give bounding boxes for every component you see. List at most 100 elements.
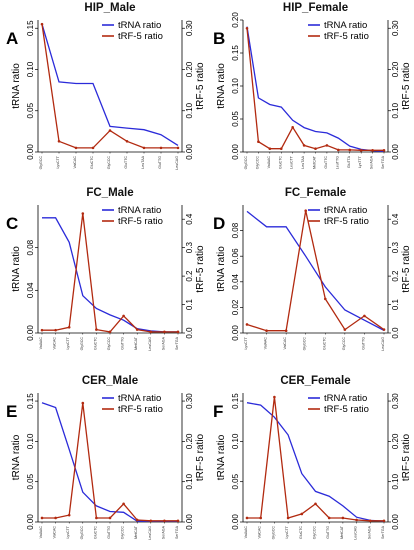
trf5-ratio-point (279, 147, 283, 150)
trf5-ratio-point (300, 512, 304, 516)
category-label: ValAAC (39, 337, 43, 350)
right-tick-label: 0.4 (391, 213, 400, 225)
category-label: ValCAC (73, 156, 77, 169)
left-tick-label: 0.00 (26, 144, 35, 160)
left-tick-label: 0.05 (26, 473, 35, 489)
category-label: GlyGCC (303, 337, 307, 351)
category-label: LysTTT (358, 155, 362, 168)
left-tick-label: 0.10 (26, 433, 35, 449)
trf5-ratio-point (108, 129, 112, 132)
trf5-ratio-point (245, 323, 249, 326)
left-tick-label: 0.15 (26, 393, 35, 409)
trna-ratio-line (42, 217, 178, 333)
right-tick-label: 0.00 (391, 514, 400, 530)
trf5-ratio-point (54, 516, 57, 520)
left-tick-label: 0.05 (231, 111, 240, 127)
left-tick-label: 0.10 (231, 433, 240, 449)
legend-label-trf5: tRF-5 ratio (324, 31, 369, 42)
trf5-ratio-point (149, 330, 153, 334)
trf5-ratio-point (382, 149, 386, 152)
trf5-ratio-point (291, 125, 294, 129)
category-label: LeuCAG (354, 526, 358, 540)
legend-label-trna: tRNA ratio (118, 393, 161, 404)
right-tick-label: 0.20 (391, 61, 400, 77)
trf5-ratio-point (314, 147, 317, 150)
category-label: GlyCCC (342, 337, 346, 351)
category-label: ValAAC (267, 156, 271, 169)
category-label: GluCTC (322, 337, 326, 350)
trf5-ratio-point (265, 329, 268, 333)
category-label: LeuCAG (175, 156, 179, 170)
left-tick-label: 0.02 (231, 299, 240, 315)
right-tick-label: 0.0 (185, 327, 194, 339)
trf5-ratio-point (40, 328, 44, 332)
trf5-ratio-point (159, 146, 163, 150)
left-axis-label: tRNA ratio (11, 434, 22, 480)
panel-letter: F (213, 402, 223, 421)
trf5-ratio-point (163, 519, 166, 523)
left-tick-label: 0.06 (231, 248, 240, 264)
panel-f: F CER_Female 0.00 0.05 0.10 0.15 0.00 0.10 0.20 0… (213, 375, 412, 540)
trf5-ratio-point (122, 502, 125, 506)
category-label: ValAAC (244, 526, 248, 539)
right-axis-label: tRF-5 ratio (195, 62, 206, 110)
category-label: MetCAT (134, 525, 138, 539)
category-label: LeuCTT (290, 155, 294, 169)
trf5-ratio-point (382, 328, 386, 331)
trf5-ratio-line (246, 210, 385, 332)
left-tick-label: 0.00 (231, 144, 240, 160)
trf5-ratio-point (57, 139, 61, 143)
category-label: SerTGA (175, 525, 179, 539)
trf5-ratio-point (40, 516, 44, 520)
trf5-ratio-point (304, 209, 308, 212)
right-tick-label: 0.10 (185, 102, 194, 118)
trf5-ratio-point (284, 329, 288, 333)
trf5-ratio-point (363, 314, 366, 318)
left-tick-label: 0.15 (26, 20, 35, 36)
category-label: ValCAC (53, 337, 57, 350)
right-axis-label: tRF-5 ratio (401, 433, 412, 481)
trf5-ratio-point (302, 144, 306, 147)
trf5-ratio-point (325, 144, 329, 147)
trf5-ratio-point (355, 518, 358, 522)
left-tick-label: 0.15 (231, 45, 240, 61)
trf5-ratio-point (74, 146, 78, 150)
category-label: GluCTC (90, 156, 94, 169)
trf5-ratio-point (257, 140, 260, 143)
left-tick-label: 0.00 (231, 514, 240, 530)
trf5-ratio-point (268, 147, 272, 150)
category-label: GluTTC (124, 156, 128, 169)
left-tick-label: 0.00 (231, 325, 240, 341)
right-tick-label: 0.30 (185, 20, 194, 36)
category-label: GlyGCC (271, 526, 275, 540)
panel-title: FC_Male (86, 187, 133, 199)
right-axis-label: tRF-5 ratio (401, 245, 412, 293)
trf5-ratio-point (343, 328, 347, 331)
right-tick-label: 0.30 (185, 393, 194, 409)
right-tick-label: 0.20 (185, 61, 194, 77)
trf5-ratio-point (91, 146, 95, 150)
legend-label-trf5: tRF-5 ratio (118, 216, 163, 227)
category-label: LeuTAA (141, 155, 145, 168)
panel-title: CER_Male (82, 375, 138, 387)
right-tick-label: 0.2 (391, 270, 400, 282)
panel-c: C FC_Male 0.00 0.04 0.08 0.0 0.1 0.2 0.3 0.4 tRNA … (6, 187, 206, 351)
category-label: LysCTT (66, 525, 70, 538)
category-label: SerTGA (381, 525, 385, 539)
category-label: GlyCCC (313, 526, 317, 540)
category-label: ValAAC (264, 337, 268, 350)
category-label: GlyCCC (107, 337, 111, 351)
legend-label-trf5: tRF-5 ratio (324, 216, 369, 227)
category-label: SerTGA (381, 155, 385, 169)
left-axis-label: tRNA ratio (216, 434, 227, 480)
trf5-ratio-point (108, 516, 112, 520)
panel-title: FC_Female (285, 187, 346, 199)
right-tick-label: 0.00 (391, 144, 400, 160)
category-label: LysCTT (244, 336, 248, 349)
left-axis-label: tRNA ratio (216, 63, 227, 109)
right-axis-label: tRF-5 ratio (195, 433, 206, 481)
trf5-ratio-point (337, 148, 340, 152)
right-tick-label: 0.00 (185, 514, 194, 530)
category-label: SerAGA (370, 155, 374, 169)
